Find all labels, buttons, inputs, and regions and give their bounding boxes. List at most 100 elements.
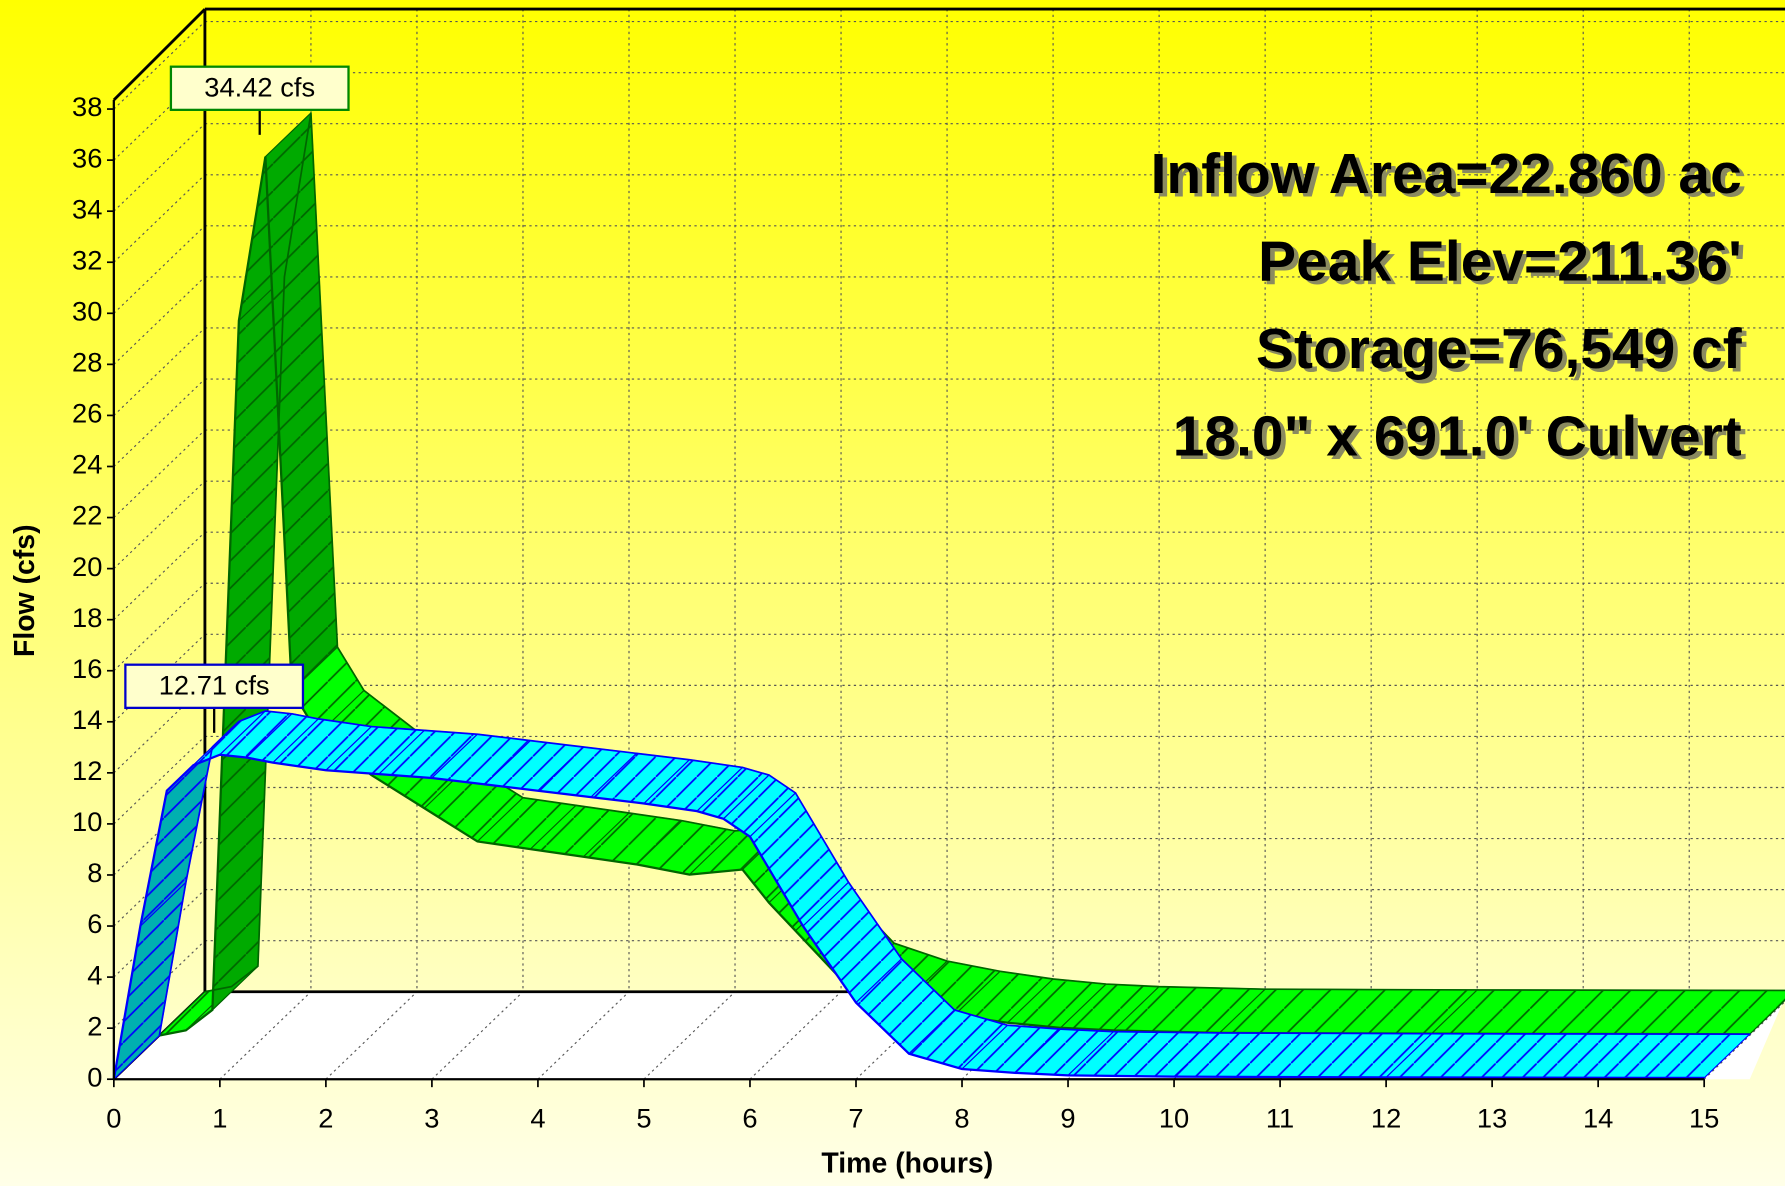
y-tick-label: 18 — [72, 602, 102, 633]
y-tick-label: 10 — [72, 806, 102, 837]
y-axis-title: Flow (cfs) — [9, 524, 41, 657]
annotation: Inflow Area=22.860 ac — [1151, 143, 1742, 206]
peak-label: 34.42 cfs — [204, 72, 315, 103]
x-tick-label: 5 — [636, 1102, 651, 1133]
ribbon-hatch — [1060, 984, 1160, 1031]
peak-label-box — [169, 65, 350, 111]
x-tick-label: 11 — [1266, 1102, 1294, 1133]
y-tick-label: 28 — [72, 347, 102, 378]
depth-grid-line — [113, 582, 206, 672]
ribbon-hatch — [1431, 989, 1785, 1035]
ribbon-hatch — [643, 759, 743, 812]
y-tick-label: 26 — [72, 398, 102, 429]
y-tick-label: 4 — [87, 959, 102, 990]
ribbon-hatch — [1007, 978, 1107, 1028]
ribbon-hatch — [590, 753, 690, 804]
x-tick-label: 6 — [742, 1102, 757, 1133]
depth-grid-line — [113, 21, 206, 110]
depth-grid-line — [113, 378, 206, 467]
ribbon-hatch — [113, 882, 186, 1080]
depth-grid-line — [431, 991, 524, 1080]
ribbon-hatch — [855, 958, 955, 1054]
peak-label-box — [124, 663, 305, 709]
depth-grid-line — [113, 429, 206, 518]
y-tick-label: 22 — [72, 500, 102, 531]
depth-grid-line — [113, 736, 206, 825]
depth-grid-line — [113, 123, 206, 212]
annotation: Peak Elev=211.36' — [1258, 231, 1742, 294]
y-tick-label: 36 — [72, 142, 102, 173]
ribbon-hatch — [749, 792, 849, 927]
x-tick-label: 2 — [318, 1102, 333, 1133]
ribbon-hatch — [723, 775, 796, 837]
annotation-shadow: Storage=76,549 cf — [1261, 322, 1748, 385]
ribbons — [112, 111, 1785, 1081]
y-tick-label: 6 — [87, 908, 102, 939]
depth-grid-line — [1703, 1000, 1785, 1080]
top-diagonal — [112, 8, 206, 101]
depth-grid-line — [219, 991, 312, 1080]
ribbon-hatch — [477, 797, 576, 850]
series-line — [159, 156, 1750, 1037]
x-tick-label: 7 — [848, 1102, 863, 1133]
x-tick-label: 9 — [1060, 1102, 1075, 1133]
y-tick-label: 16 — [72, 653, 102, 684]
y-tick-label: 14 — [72, 704, 102, 735]
annotation-shadow: Inflow Area=22.860 ac — [1155, 147, 1746, 210]
annotation: 18.0" x 691.0' Culvert — [1173, 406, 1742, 469]
x-tick-label: 8 — [954, 1102, 969, 1133]
ribbon-hatch — [291, 647, 364, 735]
series-line — [112, 753, 1705, 1080]
depth-grid-line — [113, 174, 206, 263]
y-tick-label: 20 — [72, 551, 102, 582]
x-tick-label: 15 — [1689, 1102, 1719, 1133]
ribbon-hatch — [583, 813, 683, 865]
ribbon-hatch — [909, 1009, 1008, 1070]
y-tick-label: 32 — [72, 244, 102, 275]
depth-grid-line — [113, 225, 206, 314]
y-tick-label: 2 — [87, 1010, 102, 1041]
annotation: Storage=76,549 cf — [1256, 318, 1743, 381]
ribbon-hatch — [431, 734, 531, 785]
ribbon-hatch — [219, 710, 292, 758]
x-tick-label: 4 — [530, 1102, 545, 1133]
ribbon-hatch — [325, 726, 425, 775]
depth-grid-line — [113, 684, 206, 774]
y-tick-label: 24 — [72, 449, 102, 480]
x-tick-label: 0 — [106, 1102, 121, 1133]
depth-grid-line — [113, 531, 206, 621]
x-tick-label: 12 — [1371, 1102, 1401, 1133]
ribbon-hatch — [484, 740, 584, 791]
depth-grid-line — [113, 480, 206, 570]
x-tick-label: 3 — [424, 1102, 439, 1133]
ribbon-hatch — [954, 971, 1054, 1023]
depth-grid-line — [325, 991, 418, 1080]
ribbon-hatch — [1219, 989, 1478, 1034]
ribbon-hatch — [1174, 1032, 1432, 1078]
ribbon-hatch — [1386, 1033, 1750, 1078]
ribbon-hatch — [1068, 1031, 1220, 1077]
depth-grid-line — [113, 276, 206, 365]
ribbon-hatch — [537, 746, 637, 798]
ribbon-hatch — [802, 882, 902, 1003]
ribbon-hatch — [212, 276, 285, 1010]
depth-grid-line — [537, 991, 630, 1080]
depth-grid-line — [643, 991, 736, 1080]
y-tick-label: 12 — [72, 755, 102, 786]
x-axis-title: Time (hours) — [821, 1147, 993, 1179]
series-back-line — [158, 710, 1750, 1036]
ribbon-hatch — [246, 713, 319, 763]
y-tick-label: 8 — [87, 857, 102, 888]
x-tick-label: 13 — [1477, 1102, 1507, 1133]
annotation-shadow: 18.0" x 691.0' Culvert — [1177, 409, 1746, 472]
y-tick-label: 0 — [87, 1061, 102, 1092]
ribbon-hatch — [378, 730, 478, 778]
series-back-line — [204, 112, 1785, 993]
ribbon-hatch — [140, 746, 213, 927]
ribbon-hatch — [265, 112, 338, 691]
ribbon-hatch — [1113, 986, 1266, 1033]
y-tick-label: 38 — [72, 91, 102, 122]
ribbon-hatch — [530, 805, 629, 857]
